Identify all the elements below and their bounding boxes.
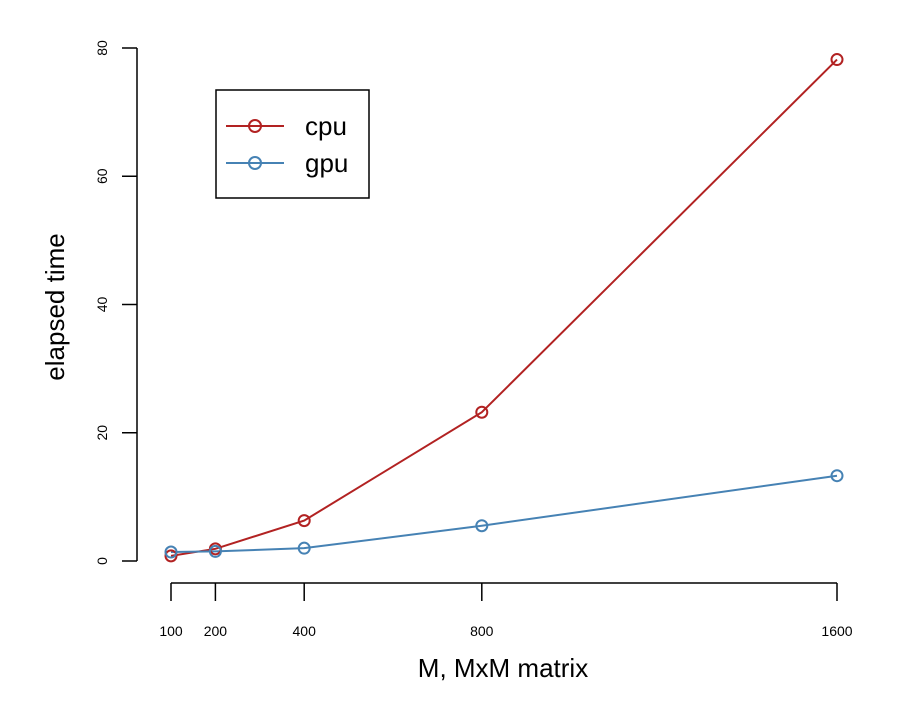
data-point-cpu-800 [475, 405, 489, 419]
legend-marker-gpu [248, 156, 262, 170]
y-axis-title: elapsed time [40, 233, 70, 380]
legend-box [215, 89, 370, 199]
x-axis: 100 200 400 800 1600 [159, 582, 853, 639]
legend-marker-cpu [248, 119, 262, 133]
series-line-gpu [170, 474, 838, 554]
y-axis: 0 20 40 60 80 [94, 40, 138, 565]
legend-label-gpu: gpu [305, 148, 348, 178]
x-tick-label-800: 800 [470, 623, 494, 639]
data-point-cpu-400 [297, 514, 311, 528]
plot-points [164, 53, 844, 563]
y-ticks: 0 20 40 60 80 [94, 40, 137, 565]
legend-label-cpu: cpu [305, 111, 347, 141]
x-tick-label-1600: 1600 [821, 623, 852, 639]
x-tick-label-400: 400 [293, 623, 317, 639]
y-tick-label-20: 20 [94, 425, 110, 441]
x-axis-title: M, MxM matrix [418, 653, 588, 683]
legend-entry-cpu: cpu [226, 111, 347, 141]
plot-lines [170, 58, 838, 557]
x-tick-label-200: 200 [204, 623, 228, 639]
data-point-cpu-1600 [830, 53, 844, 67]
x-ticks: 100 200 400 800 1600 [159, 583, 853, 639]
y-tick-label-40: 40 [94, 297, 110, 313]
x-tick-label-100: 100 [159, 623, 183, 639]
legend-entry-gpu: gpu [226, 148, 348, 178]
data-point-gpu-100 [164, 545, 178, 559]
legend: cpu gpu [215, 89, 370, 199]
data-point-cpu-100 [164, 549, 178, 563]
data-point-gpu-200 [208, 544, 222, 558]
y-tick-label-80: 80 [94, 40, 110, 56]
data-point-gpu-400 [297, 541, 311, 555]
data-point-gpu-800 [475, 519, 489, 533]
y-tick-label-60: 60 [94, 168, 110, 184]
y-tick-label-0: 0 [94, 557, 110, 565]
data-point-gpu-1600 [830, 469, 844, 483]
